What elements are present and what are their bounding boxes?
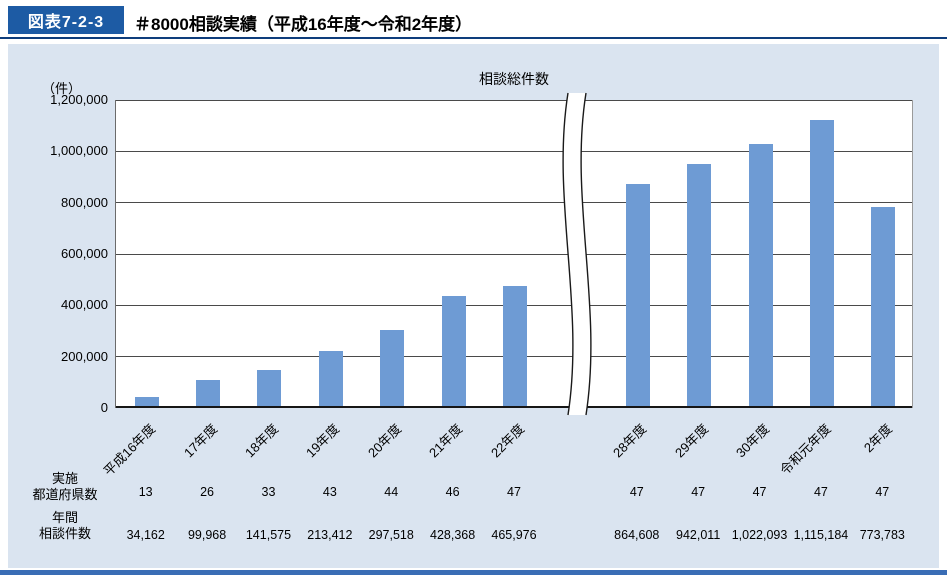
bottom-border [0, 570, 947, 575]
bar-30年度 [748, 143, 773, 406]
bar-令和元年度 [809, 119, 834, 406]
table-cell: 773,783 [859, 528, 905, 542]
bar-22年度 [503, 286, 527, 406]
gridline [116, 202, 912, 204]
table-row-label-line: 相談件数 [38, 526, 91, 541]
bar-21年度 [441, 296, 466, 406]
table-row-label-line: 実施 [51, 471, 78, 486]
x-tick-label: 22年度 [487, 421, 527, 461]
bar-19年度 [318, 351, 343, 406]
table-cell: 26 [200, 485, 215, 499]
x-axis-line [116, 406, 912, 408]
figure-title: ＃8000相談実績（平成16年度〜令和2年度） [134, 15, 473, 34]
table-cell: 33 [261, 485, 276, 499]
x-tick-label: 19年度 [303, 421, 343, 461]
axis-break-band [563, 93, 592, 415]
bar-20年度 [380, 329, 405, 406]
bar-29年度 [687, 164, 712, 406]
table-row-label-line: 年間 [51, 510, 78, 525]
table-cell: 47 [813, 485, 828, 499]
table-cell: 44 [384, 485, 399, 499]
table-cell: 47 [875, 485, 890, 499]
y-tick-label: 1,000,000 [50, 143, 108, 159]
bar-18年度 [257, 369, 282, 406]
table-cell: 297,518 [368, 528, 414, 542]
y-tick-label: 200,000 [61, 348, 108, 364]
table-cell: 47 [629, 485, 644, 499]
gridline [116, 253, 912, 255]
y-tick-label: 400,000 [61, 297, 108, 313]
y-axis-tick-labels: 1,200,000 1,000,000 800,000 600,000 400,000 2… [8, 92, 108, 415]
x-tick-label: 2年度 [860, 421, 896, 456]
x-tick-label: 29年度 [671, 421, 711, 461]
axis-break-line [562, 92, 574, 416]
y-tick-label: 800,000 [61, 194, 108, 210]
x-tick-label: 令和元年度 [777, 421, 834, 478]
y-tick-label: 1,200,000 [50, 92, 108, 107]
table-cell: 465,976 [491, 528, 537, 542]
bar-28年度 [625, 184, 650, 406]
gridline [116, 150, 912, 152]
y-tick-label: 600,000 [61, 246, 108, 261]
table-cell: 34,162 [126, 528, 165, 542]
table-row-label: 年間 相談件数 [18, 510, 112, 542]
chart-panel: 相談総件数 （件） 1,200,000 1,000,000 800,000 600,0… [8, 44, 939, 568]
table-cell: 942,011 [676, 528, 721, 542]
table-cell: 13 [138, 485, 153, 499]
table-cell: 864,608 [614, 528, 660, 542]
table-cell: 47 [691, 485, 706, 499]
table-row-label: 実施 都道府県数 [18, 471, 112, 503]
x-axis-labels: 平成16年度 17年度 18年度 19年度 20年度 21年度 22年度 28年度 29年度 30… [101, 413, 913, 479]
x-tick-label: 28年度 [610, 421, 650, 461]
table-cell: 46 [445, 485, 460, 499]
table-cell: 47 [507, 485, 521, 499]
x-tick-label: 20年度 [364, 421, 404, 461]
chart-title: 相談総件数 [479, 71, 549, 87]
x-tick-label: 17年度 [180, 421, 220, 461]
bar-17年度 [196, 380, 221, 406]
x-tick-label: 30年度 [733, 421, 773, 461]
y-tick-label: 0 [100, 400, 108, 415]
table-cell: 47 [752, 485, 767, 499]
x-tick-label: 18年度 [241, 421, 282, 461]
table-cell: 141,575 [245, 528, 292, 542]
table-cell: 1,115,184 [793, 528, 849, 542]
table-cell: 428,368 [430, 528, 476, 542]
axis-break-wave [562, 92, 592, 416]
table-cell: 1,022,093 [731, 528, 788, 542]
table-cell: 213,412 [307, 528, 353, 542]
bar-2年度 [871, 207, 896, 406]
x-tick-label: 21年度 [426, 421, 466, 461]
y-axis-unit-label: （件） [42, 81, 82, 96]
figure-number-badge: 図表7-2-3 [8, 6, 124, 34]
table-cell: 43 [322, 485, 337, 499]
plot-area [115, 92, 913, 416]
bar-平成16年度 [134, 397, 159, 406]
gridline [116, 100, 912, 101]
table-cell: 99,968 [187, 528, 227, 542]
header-rule [0, 37, 947, 39]
table-row-label-line: 都道府県数 [32, 487, 98, 502]
axis-break-line [580, 92, 592, 416]
